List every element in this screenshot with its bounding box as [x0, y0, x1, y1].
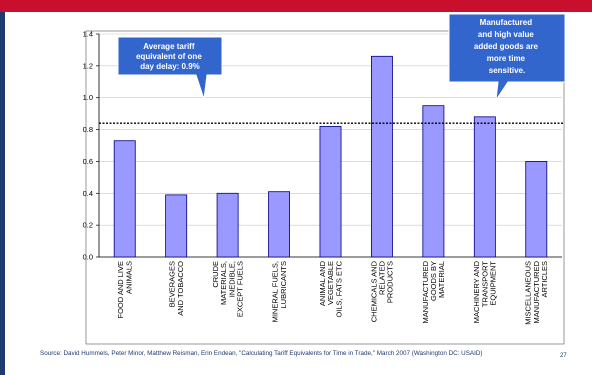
bar [165, 194, 188, 258]
x-tick-label: MINERAL FUELS,LUBRICANTS [271, 261, 288, 322]
x-tick-label-line: ARTICLES [540, 261, 549, 298]
y-tick-label: 0.6 [83, 157, 93, 166]
x-tick-label: FOOD AND LIVEANIMALS [116, 261, 133, 319]
top-accent-bar [0, 0, 592, 12]
x-tick-label: ANIMAL ANDVEGETABLEOILS, FATS ETC [318, 260, 343, 317]
x-tick-label-line: CRUDE [211, 261, 220, 288]
x-tick-label: CHEMICALS ANDRELATEDPRODUCTS [369, 260, 394, 322]
x-tick-label-line: OILS, FATS ETC [334, 260, 343, 317]
right-callout-line-4: more time [487, 54, 526, 63]
x-tick-label-line: MATERIAL [437, 261, 446, 298]
x-tick-label: CRUDEMATERIALS,INEDIBLE,EXCEPT FUELS [211, 261, 245, 317]
bars [113, 55, 548, 258]
source-citation: Source: David Hummels, Peter Minor, Matt… [40, 350, 483, 357]
bar [525, 161, 548, 258]
x-tick-label-line: AND TOBACCO [176, 261, 185, 316]
x-tick-label-line: CHEMICALS AND [369, 260, 378, 322]
y-tick-label: 0.8 [83, 125, 93, 134]
x-axis-labels: FOOD AND LIVEANIMALS BEVERAGESAND TOBACCO… [116, 260, 549, 324]
x-tick-label-line: GOODS BY [429, 261, 438, 301]
left-accent-bar [0, 12, 5, 375]
bar [216, 192, 239, 258]
left-callout-line-1: Average tariff [143, 42, 195, 51]
bar [422, 105, 445, 258]
y-tick-label: 0.2 [83, 221, 93, 230]
left-callout: Average tariff equivalent of one day del… [117, 36, 223, 100]
x-tick-label-line: LUBRICANTS [279, 261, 288, 309]
y-tick-label: 0.4 [83, 189, 93, 198]
bar [113, 140, 136, 258]
x-tick-label-line: BEVERAGES [168, 261, 177, 307]
x-tick-label-line: MANUFACTURED [421, 260, 430, 323]
x-tick-label-line: EQUIPMENT [489, 261, 498, 306]
left-callout-text: Average tariff equivalent of one day del… [136, 42, 204, 71]
left-callout-line-3: day delay: 0.9% [140, 62, 200, 71]
x-tick-label: MANUFACTUREDGOODS BYMATERIAL [421, 260, 446, 323]
page-number: 27 [560, 353, 567, 359]
bar [370, 55, 393, 258]
right-callout-box [448, 13, 566, 101]
right-callout-line-2: and high value [478, 30, 535, 39]
x-tick-label-line: MISCELLANEOUS [524, 261, 533, 325]
x-tick-label-line: MATERIALS, [219, 261, 228, 305]
bar-chart: 0.00.20.40.60.81.01.21.4 FOOD AND LIVEAN… [83, 13, 566, 345]
x-tick-label-line: INEDIBLE, [227, 261, 236, 297]
x-tick-label-line: MANUFACTURED [532, 260, 541, 323]
right-callout-text: Manufactured and high value added goods … [474, 18, 540, 75]
bar [319, 125, 342, 258]
y-tick-label: 0.0 [83, 253, 93, 262]
bar [473, 116, 496, 258]
x-tick-label-line: EXCEPT FUELS [236, 261, 245, 317]
right-callout-line-5: sensitive. [489, 66, 525, 75]
x-tick-label-line: MACHINERY AND [472, 260, 481, 323]
x-tick-label-line: RELATED [378, 260, 387, 295]
right-callout-line-3: added goods are [474, 42, 539, 51]
x-tick-label-line: PRODUCTS [386, 261, 395, 303]
x-tick-label-line: MINERAL FUELS, [271, 261, 280, 322]
x-tick-label: BEVERAGESAND TOBACCO [168, 261, 185, 316]
x-tick-label-line: TRANSPORT [480, 261, 489, 308]
x-tick-label-line: FOOD AND LIVE [116, 261, 125, 319]
y-tick-label: 1.4 [83, 30, 93, 39]
left-callout-line-2: equivalent of one [136, 52, 202, 61]
right-callout: Manufactured and high value added goods … [448, 13, 566, 101]
bar [268, 191, 291, 258]
x-tick-label: MISCELLANEOUSMANUFACTUREDARTICLES [524, 260, 549, 324]
x-tick-label-line: VEGETABLE [326, 261, 335, 305]
right-callout-line-1: Manufactured [480, 18, 533, 27]
y-tick-label: 1.2 [83, 61, 93, 70]
x-tick-label-line: ANIMALS [124, 261, 133, 294]
left-callout-box [117, 36, 223, 100]
y-tick-label: 1.0 [83, 93, 93, 102]
x-tick-label: MACHINERY ANDTRANSPORTEQUIPMENT [472, 260, 497, 323]
x-tick-label-line: ANIMAL AND [318, 260, 327, 306]
